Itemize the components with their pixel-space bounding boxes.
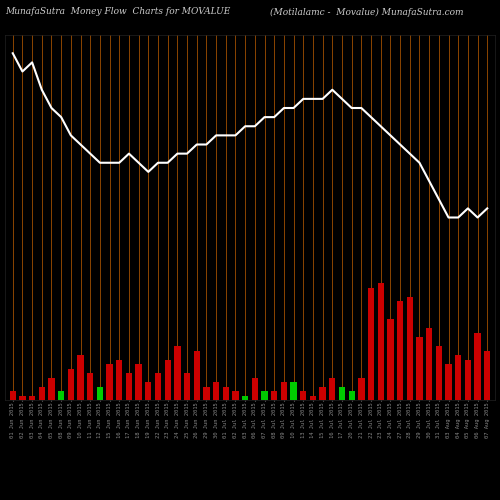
Bar xyxy=(290,382,296,400)
Bar xyxy=(474,332,480,400)
Bar xyxy=(280,382,287,400)
Bar xyxy=(252,378,258,400)
Bar xyxy=(271,391,278,400)
Bar xyxy=(242,396,248,400)
Bar xyxy=(484,350,490,400)
Bar xyxy=(348,391,355,400)
Bar xyxy=(29,396,35,400)
Bar xyxy=(184,373,190,400)
Bar xyxy=(58,391,64,400)
Bar xyxy=(106,364,112,400)
Bar xyxy=(174,346,180,400)
Text: MunafaSutra  Money Flow  Charts for MOVALUE: MunafaSutra Money Flow Charts for MOVALU… xyxy=(5,8,230,16)
Bar xyxy=(358,378,364,400)
Bar xyxy=(388,319,394,400)
Bar xyxy=(10,391,16,400)
Bar xyxy=(164,360,171,400)
Bar xyxy=(213,382,220,400)
Bar xyxy=(204,386,210,400)
Bar xyxy=(339,386,345,400)
Bar xyxy=(262,391,268,400)
Bar xyxy=(232,391,238,400)
Bar xyxy=(455,355,462,400)
Bar xyxy=(68,368,74,400)
Bar xyxy=(87,373,94,400)
Bar xyxy=(48,378,54,400)
Bar xyxy=(116,360,122,400)
Bar xyxy=(194,350,200,400)
Bar xyxy=(426,328,432,400)
Bar xyxy=(300,391,306,400)
Bar xyxy=(38,386,45,400)
Bar xyxy=(368,288,374,400)
Bar xyxy=(78,355,84,400)
Bar xyxy=(446,364,452,400)
Bar xyxy=(329,378,336,400)
Bar xyxy=(155,373,161,400)
Bar xyxy=(397,301,403,400)
Bar xyxy=(378,283,384,400)
Bar xyxy=(406,296,413,400)
Bar xyxy=(310,396,316,400)
Bar xyxy=(97,386,103,400)
Bar xyxy=(416,337,422,400)
Bar xyxy=(126,373,132,400)
Bar xyxy=(136,364,142,400)
Bar xyxy=(20,396,26,400)
Text: (Motilalamc -  Movalue) MunafaSutra.com: (Motilalamc - Movalue) MunafaSutra.com xyxy=(270,8,464,16)
Bar xyxy=(222,386,229,400)
Bar xyxy=(145,382,152,400)
Bar xyxy=(320,386,326,400)
Bar xyxy=(436,346,442,400)
Bar xyxy=(464,360,471,400)
